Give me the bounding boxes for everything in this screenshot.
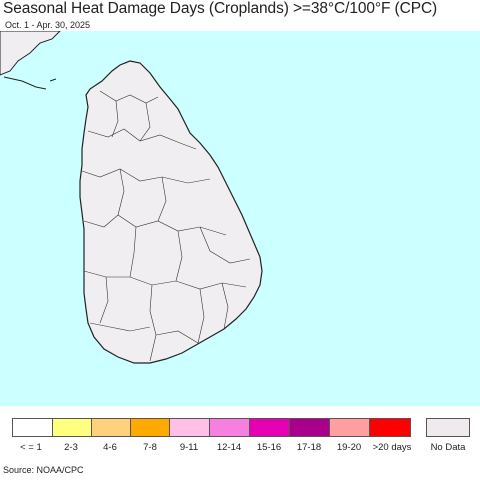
map-subtitle: Oct. 1 - Apr. 30, 2025	[5, 20, 91, 30]
legend-swatch-le1	[12, 418, 54, 437]
legend-label: 7-8	[143, 442, 157, 453]
legend-swatch-2-3	[52, 418, 92, 437]
legend-swatch-15-16	[249, 418, 290, 437]
legend-label: 17-18	[296, 442, 322, 453]
map-title: Seasonal Heat Damage Days (Croplands) >=…	[3, 0, 438, 17]
legend-swatch-17-18	[289, 418, 330, 437]
source-credit: Source: NOAA/CPC	[3, 465, 84, 475]
legend-label: 12-14	[216, 442, 242, 453]
legend-label: >20 days	[372, 442, 412, 453]
legend-label: < = 1	[20, 442, 42, 453]
legend-label-no-data: No Data	[430, 442, 466, 453]
sri-lanka-map	[0, 31, 480, 406]
india-islets	[3, 76, 57, 90]
legend-swatch-no-data	[426, 418, 470, 437]
legend-swatch-gt20	[369, 418, 411, 437]
legend-swatch-9-11	[169, 418, 210, 437]
sri-lanka-landmass	[79, 60, 263, 364]
legend: < = 1 2-3 4-6 7-8 9-11 12-14 15-16 17-18…	[12, 418, 474, 458]
legend-label: 19-20	[336, 442, 362, 453]
legend-label: 9-11	[179, 442, 199, 453]
legend-label: 15-16	[256, 442, 282, 453]
legend-label: 2-3	[64, 442, 78, 453]
legend-swatch-12-14	[209, 418, 250, 437]
legend-swatch-7-8	[130, 418, 170, 437]
district-boundaries	[81, 90, 251, 362]
legend-label: 4-6	[103, 442, 117, 453]
india-coastline	[0, 31, 61, 76]
legend-swatch-4-6	[91, 418, 131, 437]
legend-swatch-19-20	[329, 418, 370, 437]
